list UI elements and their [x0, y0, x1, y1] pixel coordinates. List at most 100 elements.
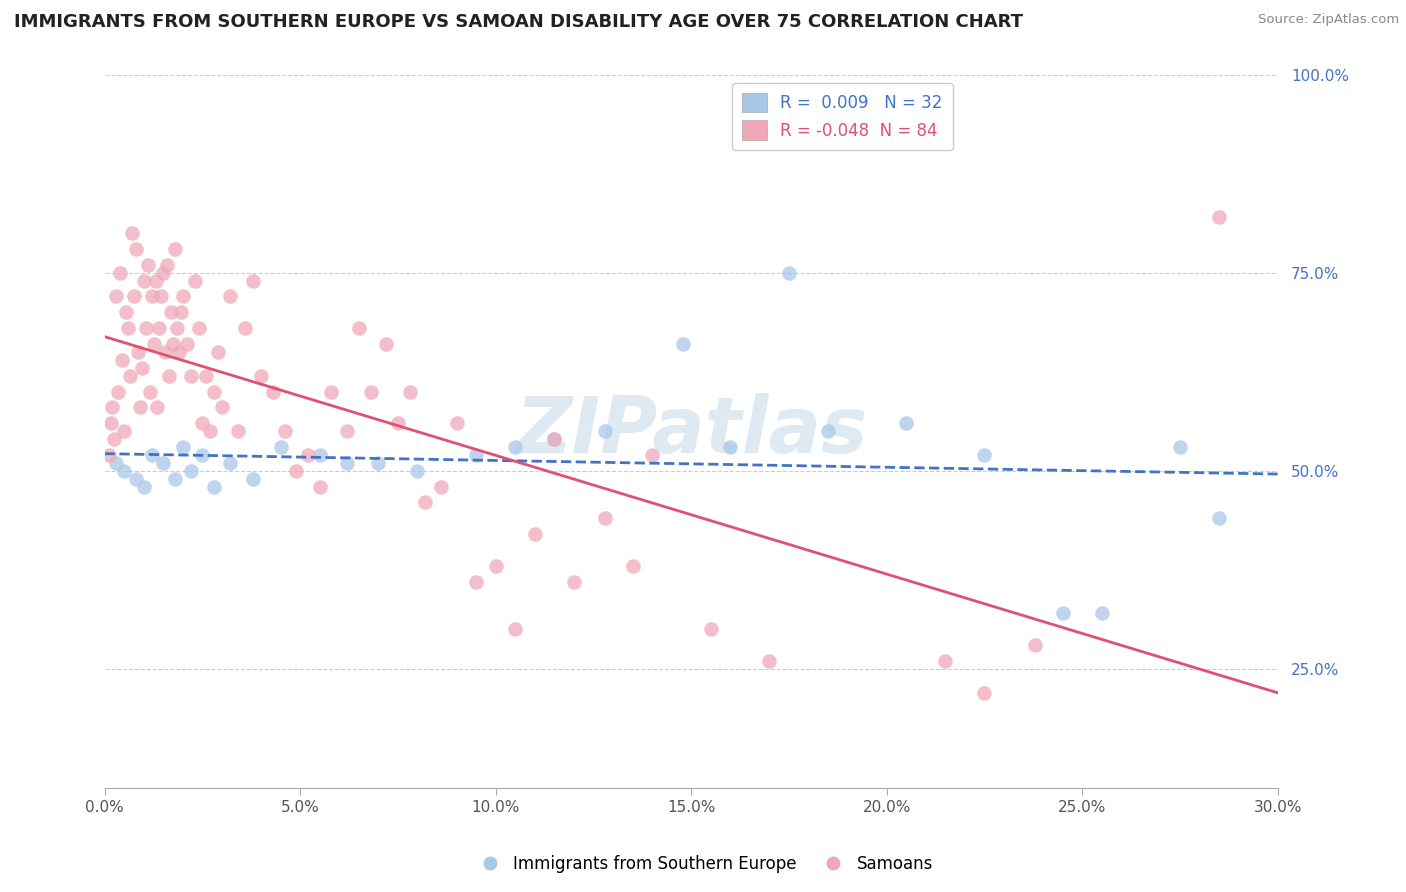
Point [218, 456, 240, 470]
Point [778, 266, 800, 280]
Point [202, 480, 225, 494]
Point [273, 424, 295, 438]
Point [308, 448, 330, 462]
Point [191, 448, 214, 462]
Point [122, 289, 145, 303]
Point [165, 242, 187, 256]
Point [138, 384, 160, 399]
Point [112, 424, 135, 438]
Point [152, 266, 174, 280]
Point [211, 401, 233, 415]
Point [465, 574, 488, 589]
Point [336, 456, 359, 470]
Point [128, 401, 150, 415]
Point [100, 416, 122, 430]
Point [135, 321, 157, 335]
Legend: Immigrants from Southern Europe, Samoans: Immigrants from Southern Europe, Samoans [467, 848, 939, 880]
Point [111, 352, 134, 367]
Point [150, 289, 173, 303]
Point [162, 337, 184, 351]
Point [562, 574, 585, 589]
Point [593, 511, 616, 525]
Point [127, 344, 149, 359]
Point [103, 432, 125, 446]
Point [387, 416, 409, 430]
Point [758, 654, 780, 668]
Point [413, 495, 436, 509]
Point [136, 258, 159, 272]
Point [270, 440, 292, 454]
Point [321, 384, 343, 399]
Point [183, 274, 205, 288]
Point [503, 622, 526, 636]
Point [1052, 607, 1074, 621]
Legend: R =  0.009   N = 32, R = -0.048  N = 84: R = 0.009 N = 32, R = -0.048 N = 84 [733, 83, 953, 150]
Point [242, 472, 264, 486]
Point [621, 558, 644, 573]
Point [336, 424, 359, 438]
Point [718, 440, 741, 454]
Point [125, 242, 148, 256]
Point [132, 274, 155, 288]
Point [1168, 440, 1191, 454]
Point [105, 456, 128, 470]
Point [934, 654, 956, 668]
Point [166, 321, 188, 335]
Point [218, 289, 240, 303]
Point [120, 368, 142, 383]
Point [1091, 607, 1114, 621]
Point [170, 305, 193, 319]
Point [817, 424, 839, 438]
Point [112, 464, 135, 478]
Point [672, 337, 695, 351]
Point [156, 258, 179, 272]
Point [172, 440, 194, 454]
Point [1024, 638, 1046, 652]
Point [101, 401, 124, 415]
Point [191, 416, 214, 430]
Point [110, 266, 132, 280]
Point [207, 344, 229, 359]
Point [543, 432, 565, 446]
Point [160, 305, 183, 319]
Point [973, 448, 995, 462]
Point [430, 480, 453, 494]
Point [226, 424, 249, 438]
Point [465, 448, 488, 462]
Point [145, 274, 167, 288]
Point [543, 432, 565, 446]
Point [446, 416, 468, 430]
Point [235, 321, 257, 335]
Point [132, 480, 155, 494]
Point [250, 368, 273, 383]
Point [202, 384, 225, 399]
Point [360, 384, 382, 399]
Point [125, 472, 148, 486]
Point [105, 289, 128, 303]
Point [406, 464, 429, 478]
Point [699, 622, 721, 636]
Point [200, 424, 222, 438]
Point [593, 424, 616, 438]
Point [152, 456, 174, 470]
Point [148, 321, 170, 335]
Point [896, 416, 918, 430]
Point [1208, 210, 1230, 224]
Point [375, 337, 398, 351]
Point [1208, 511, 1230, 525]
Point [523, 527, 546, 541]
Text: IMMIGRANTS FROM SOUTHERN EUROPE VS SAMOAN DISABILITY AGE OVER 75 CORRELATION CHA: IMMIGRANTS FROM SOUTHERN EUROPE VS SAMOA… [14, 13, 1024, 31]
Point [347, 321, 370, 335]
Text: Source: ZipAtlas.com: Source: ZipAtlas.com [1258, 13, 1399, 27]
Point [973, 686, 995, 700]
Point [141, 448, 163, 462]
Point [117, 321, 139, 335]
Point [195, 368, 218, 383]
Point [172, 289, 194, 303]
Point [242, 274, 264, 288]
Point [146, 401, 169, 415]
Point [121, 226, 143, 240]
Point [97, 448, 120, 462]
Point [262, 384, 284, 399]
Point [142, 337, 165, 351]
